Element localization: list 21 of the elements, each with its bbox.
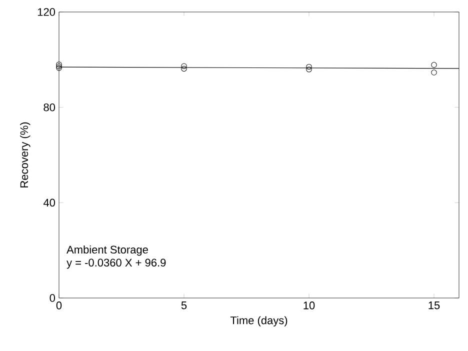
y-tick-label: 80 (44, 103, 56, 112)
point (56, 63, 62, 70)
point (431, 62, 437, 68)
x-tick-label: 15 (428, 302, 440, 310)
y-tick-label: 120 (38, 8, 56, 16)
y-axis-title: Recovery (%) (20, 122, 30, 188)
x-tick-label: 10 (304, 302, 315, 310)
point (56, 62, 62, 68)
point (56, 65, 62, 71)
y-tick-label: 0 (50, 294, 56, 302)
point (306, 64, 312, 70)
point (181, 66, 187, 72)
annotation: Ambient Storage (66, 245, 148, 256)
annotation: y = -0.0360 X + 96.9 (66, 258, 166, 269)
point (181, 63, 187, 69)
point (431, 70, 437, 76)
x-tick-label: 5 (181, 302, 187, 310)
point (306, 66, 312, 72)
y-tick-label: 40 (43, 198, 56, 207)
x-axis-title: Time (days) (230, 316, 288, 326)
x-tick-label: 0 (56, 302, 62, 310)
